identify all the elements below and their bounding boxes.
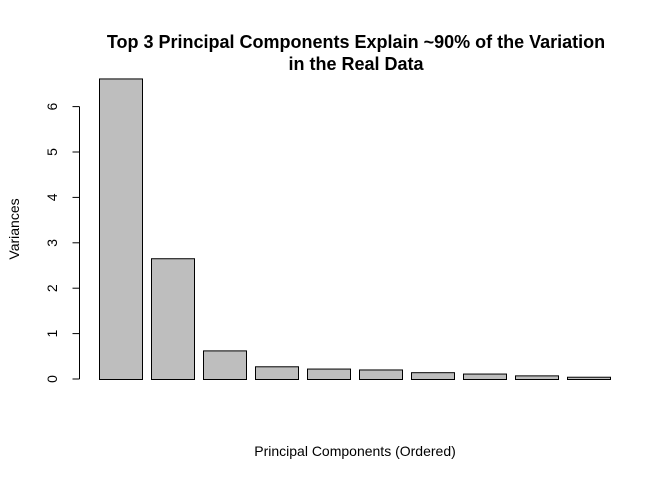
y-tick-label-2: 2 (44, 284, 60, 292)
bar-7 (411, 372, 455, 381)
bar-6 (359, 369, 403, 381)
chart-title-line-2: in the Real Data (288, 54, 424, 74)
bar-5 (307, 368, 351, 381)
bar-10 (567, 376, 611, 381)
bar-8 (463, 373, 507, 381)
bar-1 (99, 78, 143, 381)
bar-4 (255, 366, 299, 380)
y-tick-label-5: 5 (44, 148, 60, 156)
y-tick-label-4: 4 (44, 193, 60, 201)
y-tick-label-0: 0 (44, 375, 60, 383)
bar-9 (515, 375, 559, 381)
bar-2 (151, 258, 195, 380)
y-axis: 0 1 2 3 4 5 6 (44, 102, 80, 383)
x-axis-label: Principal Components (Ordered) (254, 443, 456, 459)
chart-title-line-1: Top 3 Principal Components Explain ~90% … (107, 32, 605, 52)
bars-group (99, 78, 611, 381)
y-axis-label: Variances (6, 198, 22, 259)
y-tick-label-3: 3 (44, 239, 60, 247)
y-tick-label-6: 6 (44, 102, 60, 110)
bar-3 (203, 350, 247, 381)
y-tick-label-1: 1 (44, 329, 60, 337)
